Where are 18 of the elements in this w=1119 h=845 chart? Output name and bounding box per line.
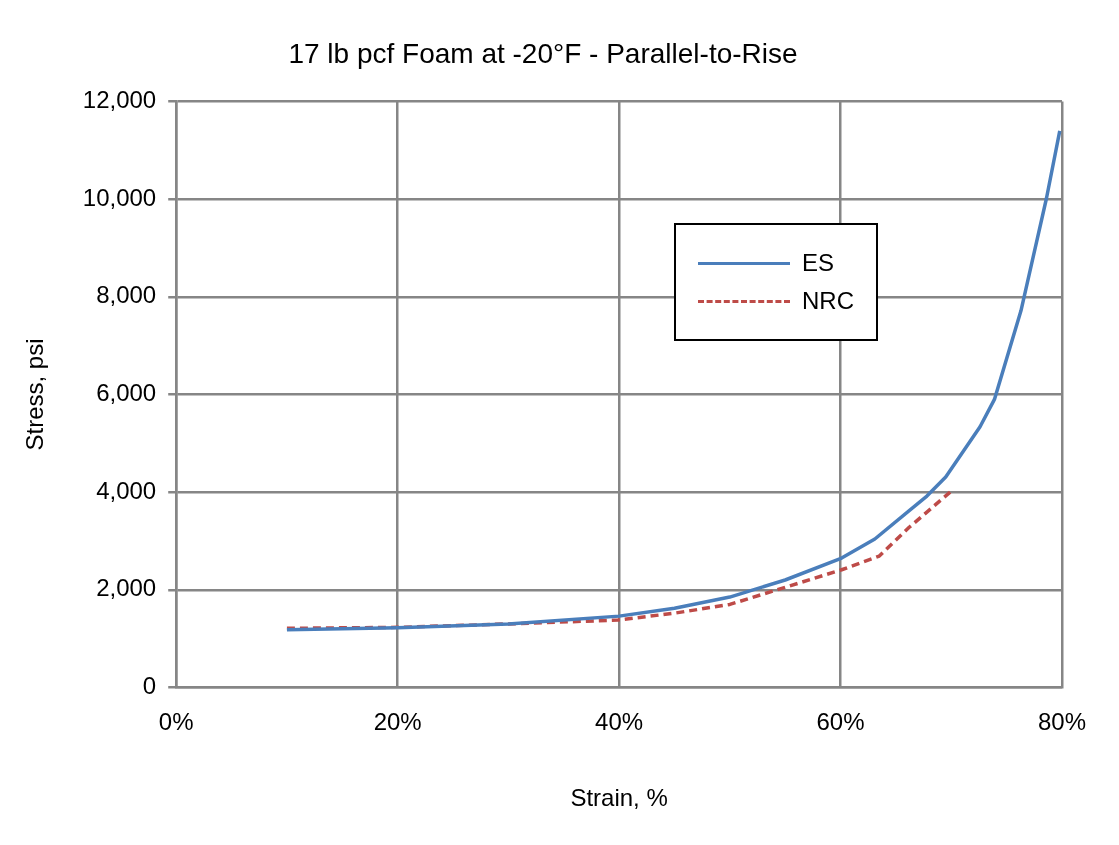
y-tick-label: 2,000	[96, 574, 157, 602]
x-tick-label: 60%	[816, 708, 865, 736]
y-tick-label: 8,000	[96, 281, 157, 309]
x-tick-label: 80%	[1037, 708, 1087, 736]
x-tick-label: 40%	[595, 708, 644, 736]
y-tick-label: 12,000	[82, 86, 157, 114]
y-tick-label: 10,000	[82, 183, 157, 211]
legend-label: ES	[802, 249, 835, 277]
line-series	[285, 490, 952, 631]
x-tick-label: 20%	[373, 708, 422, 736]
y-tick-label: 4,000	[96, 476, 157, 504]
legend-label: NRC	[802, 287, 854, 315]
y-tick-label: 0	[142, 672, 157, 700]
x-axis-title: Strain, %	[570, 784, 668, 812]
chart-title: 17 lb pcf Foam at -20°F - Parallel-to-Rise	[288, 37, 798, 69]
y-tick-label: 6,000	[96, 379, 157, 407]
x-tick-label: 0%	[158, 708, 194, 736]
y-axis-title: Stress, psi	[21, 338, 49, 451]
